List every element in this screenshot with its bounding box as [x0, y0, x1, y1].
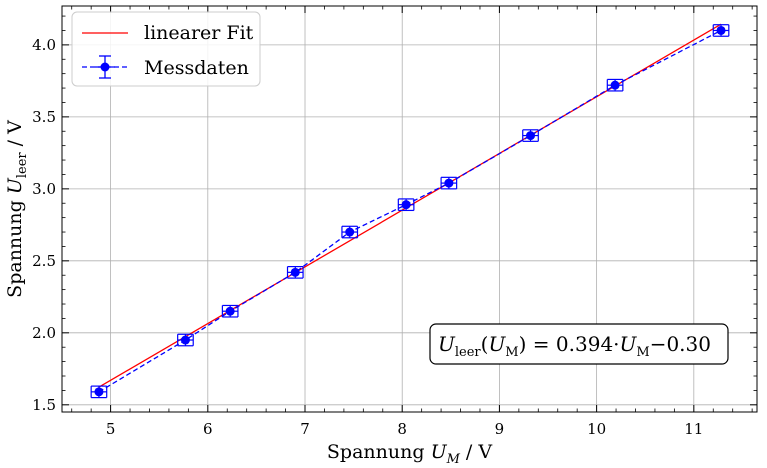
data-point [286, 265, 304, 279]
data-marker [290, 267, 300, 277]
data-point [440, 176, 458, 190]
data-point [712, 24, 730, 37]
y-tick-label: 3.0 [32, 180, 56, 198]
x-axis-label: Spannung UM / V [327, 441, 492, 467]
y-axis-label: Spannung Uleer / V [4, 120, 30, 298]
data-point [606, 78, 624, 92]
fit-equation-box: Uleer(UM) = 0.394·UM−0.30 [429, 323, 729, 365]
axes-frame [61, 5, 758, 413]
data-point [177, 333, 194, 347]
data-marker [526, 131, 536, 141]
data-connector-line [98, 29, 722, 393]
data-marker [610, 80, 620, 90]
y-tick-label: 2.5 [32, 252, 56, 270]
data-marker [180, 335, 190, 345]
data-point [522, 129, 539, 142]
x-tick-label: 9 [495, 420, 505, 438]
x-tick-label: 5 [106, 420, 116, 438]
fit-equation: Uleer(UM) = 0.394·UM−0.30 [438, 332, 711, 360]
grid [62, 6, 757, 412]
data-point [397, 198, 415, 212]
data-point [221, 304, 239, 318]
data-marker [444, 178, 454, 188]
legend-data-label: Messdaten [144, 57, 249, 79]
data-marker [94, 387, 104, 397]
y-tick-label: 4.0 [32, 36, 56, 54]
data-point [90, 385, 108, 399]
x-tick-label: 7 [300, 420, 310, 438]
y-tick-label: 3.5 [32, 108, 56, 126]
x-tick-label: 11 [684, 420, 703, 438]
x-tick-label: 8 [397, 420, 407, 438]
legend-fit-label: linearer Fit [144, 22, 254, 44]
data-marker [345, 227, 355, 237]
legend: linearer Fit Messdaten [71, 11, 261, 87]
y-tick-label: 1.5 [32, 396, 56, 414]
axis-ticks: 5 6 7 8 9 10 11 1.5 2.0 2.5 3.0 3.5 4.0 [32, 6, 757, 438]
fit-equation-frame [429, 323, 729, 365]
data-point [341, 225, 359, 239]
x-tick-label: 10 [587, 420, 606, 438]
data-marker [716, 25, 726, 35]
y-tick-label: 2.0 [32, 324, 56, 342]
data-marker [401, 200, 411, 210]
data-marker [225, 306, 235, 316]
x-tick-label: 6 [203, 420, 213, 438]
plot-area [90, 23, 730, 399]
legend-data-marker [100, 62, 110, 72]
